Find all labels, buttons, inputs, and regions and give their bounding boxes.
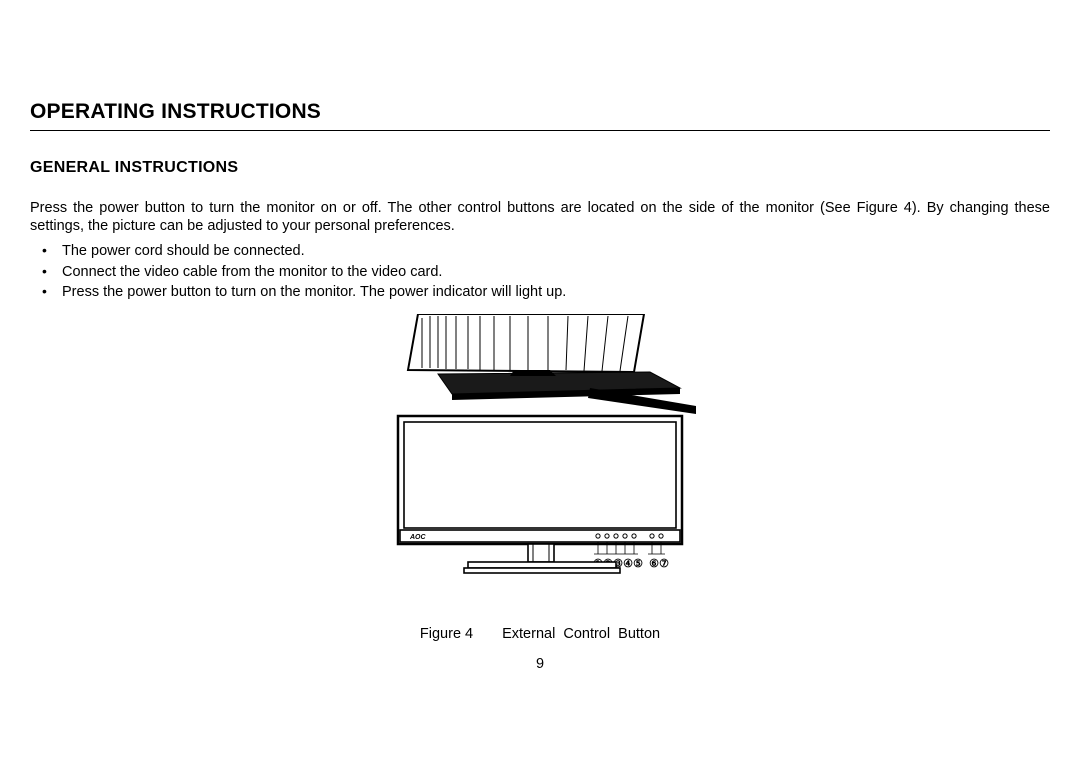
figure-caption: Figure 4 External Control Button — [420, 626, 660, 642]
monitor-front-icon: AOC — [398, 416, 682, 573]
document-page: OPERATING INSTRUCTIONS GENERAL INSTRUCTI… — [0, 0, 1080, 763]
heading-1: OPERATING INSTRUCTIONS — [30, 100, 1050, 131]
monitor-perspective-icon — [408, 314, 696, 414]
button-label-4: ④ — [623, 558, 633, 570]
intro-paragraph: Press the power button to turn the monit… — [30, 199, 1050, 235]
page-number: 9 — [536, 656, 544, 672]
figure-wrapper: AOC — [30, 314, 1050, 672]
button-label-7: ⑦ — [659, 558, 669, 570]
bullet-list: The power cord should be connected. Conn… — [30, 241, 1050, 302]
list-item: The power cord should be connected. — [30, 241, 1050, 261]
list-item: Connect the video cable from the monitor… — [30, 262, 1050, 282]
button-label-6: ⑥ — [649, 558, 659, 570]
button-label-5: ⑤ — [633, 558, 643, 570]
monitor-diagram: AOC — [380, 314, 700, 596]
brand-label: AOC — [409, 534, 427, 541]
list-item: Press the power button to turn on the mo… — [30, 282, 1050, 302]
heading-2: GENERAL INSTRUCTIONS — [30, 159, 1050, 177]
